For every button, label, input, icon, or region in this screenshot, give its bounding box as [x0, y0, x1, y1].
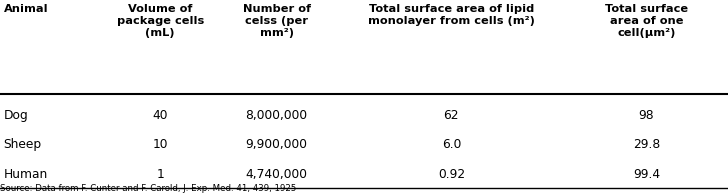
- Text: 8,000,000: 8,000,000: [245, 109, 308, 122]
- Text: 99.4: 99.4: [633, 168, 660, 181]
- Text: Source: Data from F. Cunter and F. Carold, J. Exp. Med. 41, 439, 1925: Source: Data from F. Cunter and F. Carol…: [0, 184, 296, 193]
- Text: Total surface
area of one
cell(μm²): Total surface area of one cell(μm²): [605, 4, 688, 38]
- Text: 0.92: 0.92: [438, 168, 465, 181]
- Text: 29.8: 29.8: [633, 138, 660, 152]
- Text: 40: 40: [152, 109, 168, 122]
- Text: Sheep: Sheep: [4, 138, 41, 152]
- Text: Human: Human: [4, 168, 48, 181]
- Text: Dog: Dog: [4, 109, 28, 122]
- Text: Volume of
package cells
(mL): Volume of package cells (mL): [116, 4, 204, 38]
- Text: 9,900,000: 9,900,000: [245, 138, 308, 152]
- Text: 6.0: 6.0: [442, 138, 461, 152]
- Text: 10: 10: [152, 138, 168, 152]
- Text: Number of
celss (per
mm²): Number of celss (per mm²): [242, 4, 311, 38]
- Text: 98: 98: [638, 109, 654, 122]
- Text: Total surface area of lipid
monolayer from cells (m²): Total surface area of lipid monolayer fr…: [368, 4, 535, 26]
- Text: 62: 62: [443, 109, 459, 122]
- Text: 1: 1: [157, 168, 164, 181]
- Text: Animal: Animal: [4, 4, 48, 14]
- Text: 4,740,000: 4,740,000: [245, 168, 308, 181]
